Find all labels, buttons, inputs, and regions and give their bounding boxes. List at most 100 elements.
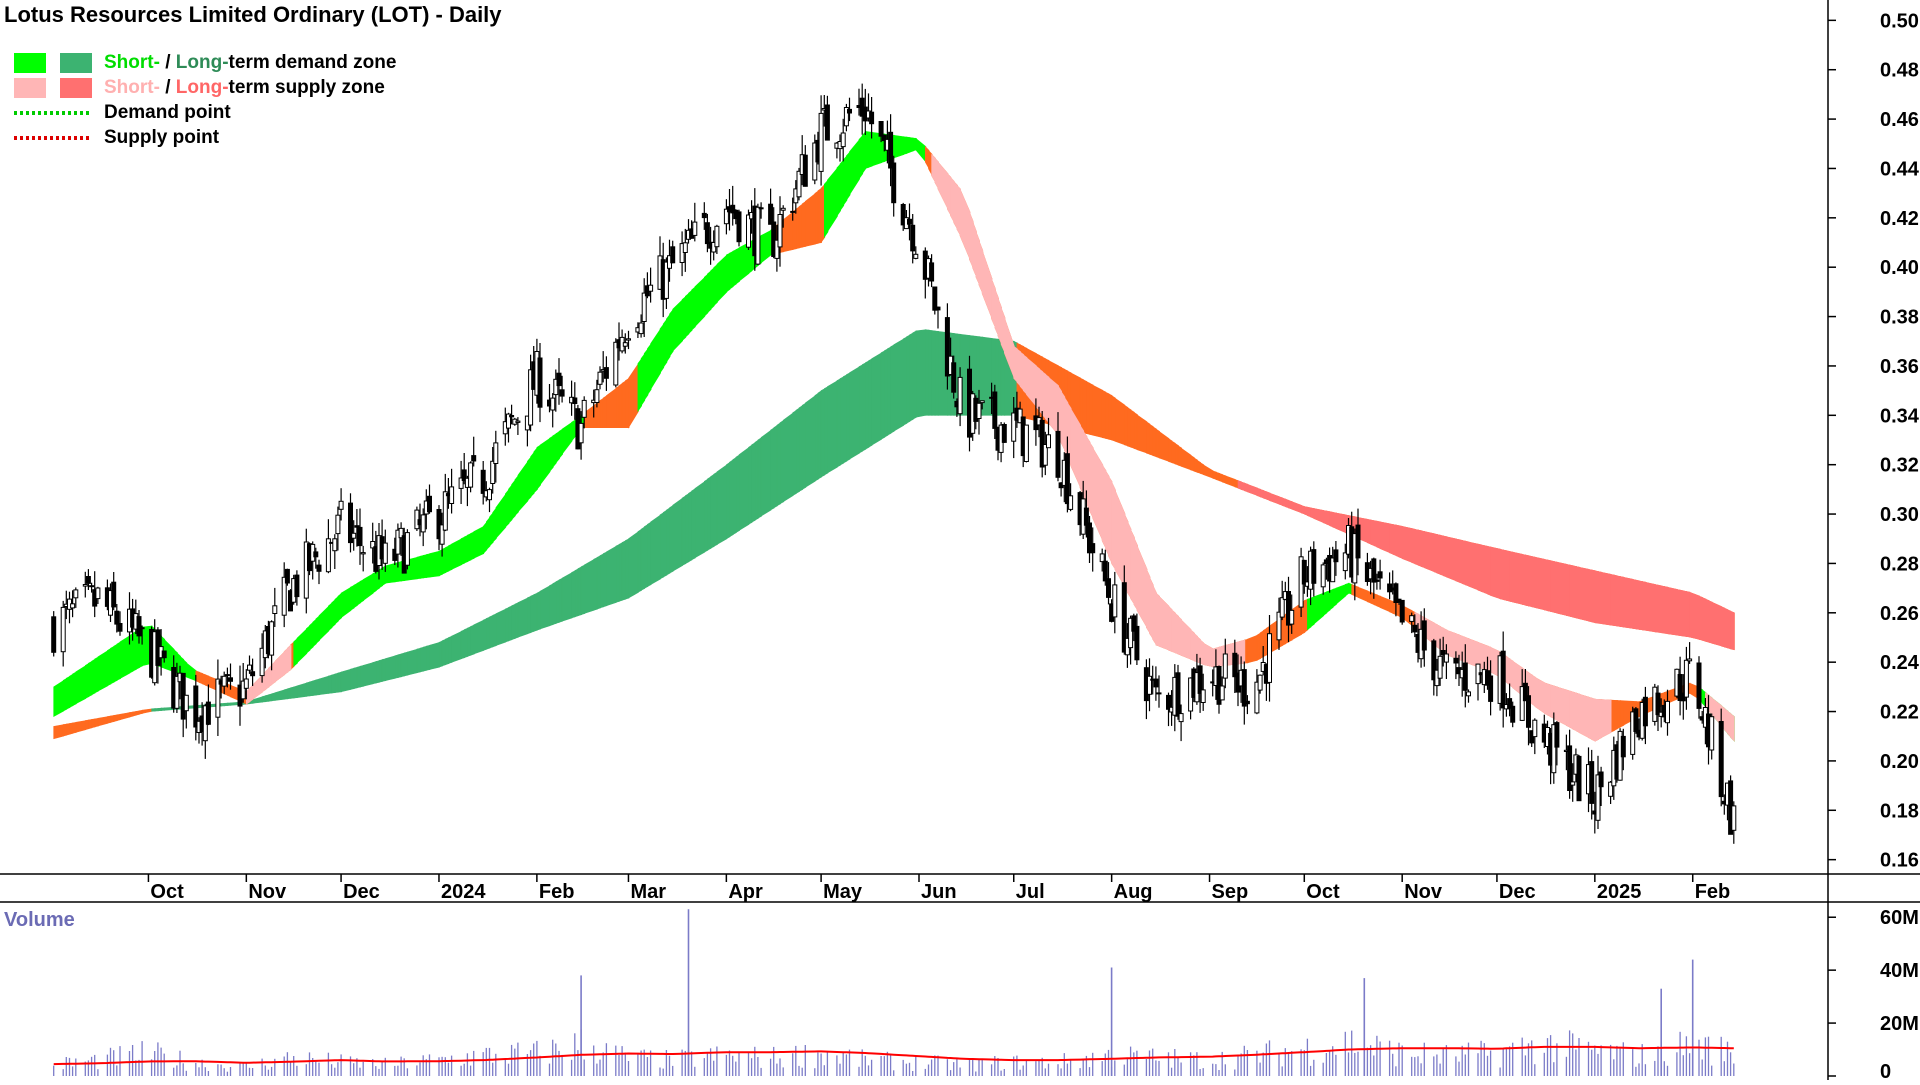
price-bar-body: [1532, 719, 1538, 738]
price-bar-body: [1551, 724, 1557, 774]
short-term-zone-segment: [372, 571, 377, 594]
long-term-supply-segment: [1645, 581, 1656, 633]
short-term-zone-segment: [647, 342, 652, 396]
legend-label-part: Short-: [104, 52, 160, 73]
long-term-zone-segment: [782, 412, 794, 503]
price-bar-body: [1453, 657, 1459, 664]
price-bar-body: [1510, 705, 1516, 723]
price-bar-body: [205, 701, 211, 725]
price-bar-body: [613, 341, 619, 386]
legend-swatch-short: [14, 53, 46, 73]
price-bar-body: [1718, 721, 1724, 798]
long-term-supply-segment: [1424, 531, 1435, 573]
price-bar-body: [594, 389, 600, 404]
long-term-zone-segment: [362, 662, 374, 687]
long-term-zone-segment: [893, 338, 905, 432]
short-term-zone-segment: [893, 134, 905, 159]
price-bar-body: [1630, 711, 1636, 755]
price-bar-body: [581, 399, 587, 418]
legend-label: Supply point: [104, 127, 220, 148]
volume-title: Volume: [4, 909, 75, 931]
price-bar-body: [1178, 713, 1184, 723]
short-term-zone-segment: [451, 538, 463, 570]
long-term-supply-segment: [1711, 601, 1723, 647]
short-term-zone-segment: [703, 273, 709, 317]
short-term-zone-segment: [514, 474, 519, 517]
date-tick-label: May: [823, 881, 863, 903]
short-term-zone-segment: [530, 451, 535, 498]
price-bar-body: [572, 397, 578, 404]
volume-tick-label: 0: [1880, 1061, 1891, 1080]
price-bar-body: [404, 532, 410, 566]
price-bar-body: [1147, 675, 1152, 695]
short-term-zone-segment: [1300, 599, 1306, 635]
price-bar-body: [1687, 658, 1693, 662]
price-bar-body: [1197, 665, 1203, 694]
short-term-supply-segment: [274, 650, 286, 683]
price-bar-body: [768, 203, 774, 225]
long-term-zone-segment: [1092, 384, 1104, 438]
price-bar-body: [509, 415, 515, 418]
price-bar-body: [796, 170, 802, 198]
price-bar-body: [1216, 666, 1222, 705]
short-term-zone-segment: [429, 550, 440, 578]
volume-tick-label: 60M: [1880, 907, 1919, 929]
short-term-zone-segment: [337, 592, 343, 622]
price-bar-body: [215, 678, 221, 718]
price-bar-body: [1642, 696, 1648, 727]
price-bar-body: [351, 532, 357, 539]
long-term-supply-segment: [1534, 556, 1546, 611]
price-bar-body: [597, 371, 603, 385]
date-tick-label: Aug: [1114, 881, 1153, 903]
price-tick-label: 0.48: [1880, 60, 1919, 82]
price-bar-body: [174, 675, 180, 709]
price-bar-body: [221, 675, 227, 687]
long-term-zone-segment: [804, 395, 816, 488]
price-bar-body: [774, 239, 780, 259]
price-bar-body: [559, 389, 565, 397]
short-term-zone-segment: [473, 525, 485, 559]
price-bar-body: [723, 208, 729, 225]
price-bar-body: [281, 576, 287, 616]
long-term-zone-segment: [871, 352, 883, 446]
price-bar-body: [316, 564, 322, 572]
price-bar-body: [869, 111, 875, 125]
price-bar-body: [1342, 552, 1348, 572]
price-bar-body: [622, 342, 628, 347]
price-bar-body: [117, 623, 123, 632]
long-term-supply-segment: [1379, 521, 1391, 554]
price-bar-body: [136, 616, 142, 637]
long-term-supply-segment: [1600, 571, 1612, 626]
short-term-zone-segment: [350, 584, 355, 611]
legend-label: Short- / Long-term supply zone: [104, 77, 385, 98]
long-term-zone-segment: [495, 608, 507, 647]
price-bar-body: [240, 680, 246, 700]
legend-label-part: Supply point: [104, 127, 220, 148]
price-bar-body: [1355, 524, 1361, 559]
price-bar-body: [777, 214, 783, 248]
long-term-zone-segment: [823, 386, 829, 476]
short-term-zone-segment: [296, 627, 308, 664]
price-bar-body: [89, 585, 95, 588]
long-term-zone-segment: [451, 630, 463, 663]
short-term-zone-segment: [823, 179, 829, 239]
price-bar-body: [843, 107, 849, 127]
short-term-zone-segment: [549, 435, 554, 473]
date-tick-label: Oct: [150, 881, 184, 903]
long-term-zone-segment: [340, 668, 352, 693]
long-term-zone-segment: [517, 597, 529, 638]
price-bar-body: [1409, 615, 1415, 622]
short-term-supply-segment: [246, 687, 251, 705]
short-term-supply-segment: [271, 660, 276, 685]
price-bar-body: [60, 606, 66, 653]
short-term-zone-segment: [1335, 583, 1347, 605]
short-term-zone-segment: [669, 308, 674, 358]
short-term-zone-segment: [504, 488, 510, 528]
short-term-zone-segment: [707, 270, 712, 314]
date-tick-label: Dec: [1499, 881, 1536, 903]
price-bar-body: [1055, 430, 1061, 478]
price-bar-body: [755, 206, 761, 265]
price-bar-body: [1286, 591, 1291, 626]
short-term-zone-segment: [637, 357, 643, 413]
